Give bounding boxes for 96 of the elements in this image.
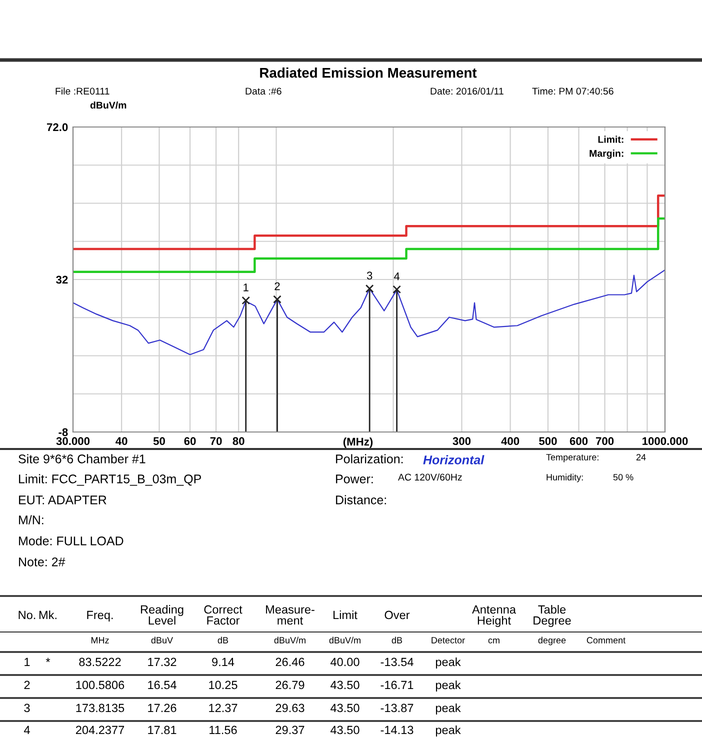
x-tick-label: 1000.000 [642, 437, 688, 446]
x-tick-label: 500 [539, 437, 557, 446]
text: peak [436, 703, 461, 714]
text: M/N: [19, 515, 44, 524]
text: Time: PM 07:40:56 [532, 87, 614, 95]
text: 43.50 [330, 680, 360, 690]
text: cm [488, 638, 500, 644]
text: Measure- ment [266, 605, 314, 625]
text: dB [218, 636, 228, 644]
text: Antenna Height [472, 605, 516, 628]
x-tick-label: 80 [232, 437, 244, 446]
legend-label: Limit: [598, 136, 624, 143]
legend-label: Margin: [590, 150, 624, 159]
annotation: 3 [366, 272, 372, 280]
text: 29.63 [276, 704, 304, 712]
text: Humidity: [546, 474, 583, 482]
text: 12.37 [209, 704, 238, 712]
x-tick-label: 700 [596, 437, 614, 446]
text: 43.50 [330, 704, 360, 712]
text: Polarization: [336, 454, 403, 464]
y-axis-title: dBuV/m [90, 101, 126, 109]
annotation: 2 [274, 282, 280, 290]
x-tick-label: 70 [210, 437, 222, 446]
x-tick-label: 50 [153, 437, 165, 446]
text: No. [18, 610, 36, 620]
text: Note: 2# [19, 558, 66, 566]
text: EUT: ADAPTER [19, 496, 106, 504]
text: Limit [334, 610, 358, 620]
x-tick-label: 400 [501, 437, 520, 446]
text: 43.50 [330, 726, 360, 734]
text: Comment [586, 637, 626, 644]
text: Mk. [39, 610, 56, 620]
chart-title: Radiated Emission Measurement [260, 68, 477, 78]
text: 17.26 [148, 704, 176, 712]
text: dBuV/m [274, 636, 306, 644]
text: 83.5222 [79, 658, 121, 666]
text: 26.79 [276, 680, 304, 690]
text: Detector [432, 637, 465, 644]
text: 9.14 [212, 658, 234, 666]
text: 40.00 [330, 658, 360, 666]
text: Freq. [87, 610, 113, 622]
text: degree [538, 636, 566, 646]
text: 17.81 [148, 726, 176, 734]
text: File :RE0111 [56, 87, 110, 95]
y-tick-label: 32 [56, 276, 68, 284]
text: Over [384, 610, 410, 620]
annotation: 4 [394, 272, 400, 280]
text: 17.32 [148, 658, 176, 666]
text: Table Degree [534, 604, 571, 628]
text: 29.37 [276, 726, 304, 734]
text: 11.56 [210, 726, 237, 734]
text: Date: 2016/01/11 [430, 87, 504, 95]
x-tick-label: 300 [452, 437, 471, 446]
y-tick-label: -8 [58, 428, 68, 436]
x-axis-title: (MHz) [343, 437, 373, 448]
text: 50 % [613, 474, 634, 480]
text: -14.13 [380, 726, 414, 734]
text: * [46, 658, 50, 662]
text: Reading Level [140, 604, 184, 625]
text: MHz [91, 637, 109, 644]
text: 3 [24, 704, 30, 712]
text: dBuV [151, 636, 174, 644]
text: Data :#6 [246, 88, 282, 95]
annotation: 1 [244, 284, 248, 292]
text: 1 [24, 658, 30, 666]
x-tick-label: 600 [570, 437, 588, 446]
x-tick-label: 40 [116, 437, 128, 446]
text: 2 [24, 680, 30, 690]
x-tick-label: 30.000 [56, 437, 90, 446]
text: peak [436, 680, 461, 692]
text: Horizontal [423, 455, 484, 464]
text: peak [436, 725, 461, 737]
text: Limit: FCC_PART15_B_03m_QP [19, 474, 201, 486]
text: -16.71 [380, 680, 414, 690]
y-tick-label: 72.0 [46, 123, 68, 132]
text: AC 120V/60Hz [398, 473, 462, 481]
text: 10.25 [209, 680, 238, 690]
text: 4 [24, 726, 30, 734]
text: Power: [336, 474, 373, 484]
text: Correct Factor [204, 605, 242, 625]
text: 26.46 [276, 658, 304, 666]
text: Mode: FULL LOAD [19, 536, 124, 546]
text: Distance: [336, 495, 386, 504]
text: 24 [636, 454, 646, 460]
text: 16.54 [148, 680, 176, 690]
text: 173.8135 [76, 704, 124, 712]
text: 100.5806 [76, 680, 124, 690]
text: dBuV/m [329, 636, 360, 644]
text: -13.54 [380, 658, 414, 666]
x-tick-label: 60 [184, 437, 196, 446]
text: dB [392, 636, 402, 644]
text: Site 9*6*6 Chamber #1 [18, 454, 146, 464]
text: -13.87 [380, 704, 414, 712]
text: peak [436, 657, 461, 669]
text: Temperature: [546, 454, 598, 462]
text: 204.2377 [76, 726, 124, 734]
